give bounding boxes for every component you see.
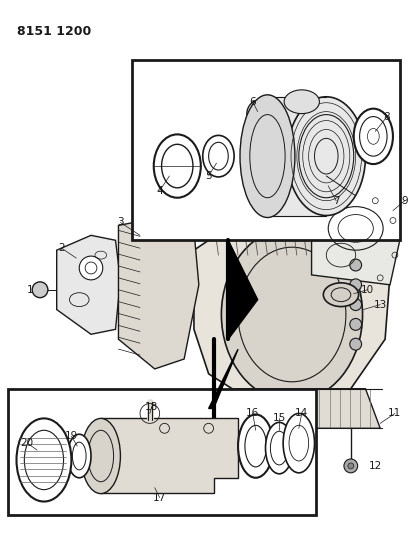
Circle shape <box>350 259 362 271</box>
Polygon shape <box>101 418 238 492</box>
Text: 20: 20 <box>21 438 34 448</box>
Ellipse shape <box>247 100 274 127</box>
Text: 4: 4 <box>156 186 163 196</box>
Text: 5: 5 <box>206 171 212 181</box>
Polygon shape <box>194 211 390 403</box>
Ellipse shape <box>283 414 314 473</box>
Circle shape <box>350 318 362 330</box>
Text: 14: 14 <box>295 408 308 418</box>
Text: 11: 11 <box>388 408 402 418</box>
Ellipse shape <box>240 95 295 217</box>
Text: 10: 10 <box>361 285 374 295</box>
Polygon shape <box>209 349 238 408</box>
Polygon shape <box>57 236 120 334</box>
Text: 18: 18 <box>145 401 158 411</box>
Ellipse shape <box>287 97 365 215</box>
Text: 6: 6 <box>249 96 256 107</box>
Circle shape <box>344 459 358 473</box>
Ellipse shape <box>238 415 273 478</box>
Ellipse shape <box>67 434 91 478</box>
Text: 9: 9 <box>402 196 408 206</box>
Polygon shape <box>228 240 258 339</box>
Text: 16: 16 <box>246 408 259 418</box>
Polygon shape <box>118 215 199 369</box>
Text: 1: 1 <box>27 285 34 295</box>
Bar <box>8 389 316 515</box>
Ellipse shape <box>266 422 293 474</box>
Circle shape <box>350 279 362 290</box>
Text: 8: 8 <box>384 111 390 122</box>
Ellipse shape <box>323 283 359 306</box>
Circle shape <box>350 338 362 350</box>
Text: 17: 17 <box>153 492 166 503</box>
Text: 2: 2 <box>58 243 65 253</box>
Text: 8151 1200: 8151 1200 <box>16 25 91 37</box>
Text: 7: 7 <box>333 196 339 206</box>
Text: 13: 13 <box>374 300 387 310</box>
Ellipse shape <box>81 418 120 494</box>
Polygon shape <box>312 196 400 285</box>
Ellipse shape <box>203 135 234 177</box>
Ellipse shape <box>354 109 393 164</box>
Ellipse shape <box>16 418 72 502</box>
Circle shape <box>79 256 103 280</box>
Circle shape <box>32 282 48 297</box>
Ellipse shape <box>222 228 363 401</box>
Bar <box>132 60 400 240</box>
Text: 19: 19 <box>65 431 78 441</box>
Text: 15: 15 <box>272 414 286 423</box>
Ellipse shape <box>154 134 201 198</box>
Text: 3: 3 <box>117 217 124 228</box>
Text: 12: 12 <box>369 461 382 471</box>
Circle shape <box>350 298 362 311</box>
Polygon shape <box>228 389 380 429</box>
Ellipse shape <box>284 90 319 114</box>
Circle shape <box>348 463 354 469</box>
